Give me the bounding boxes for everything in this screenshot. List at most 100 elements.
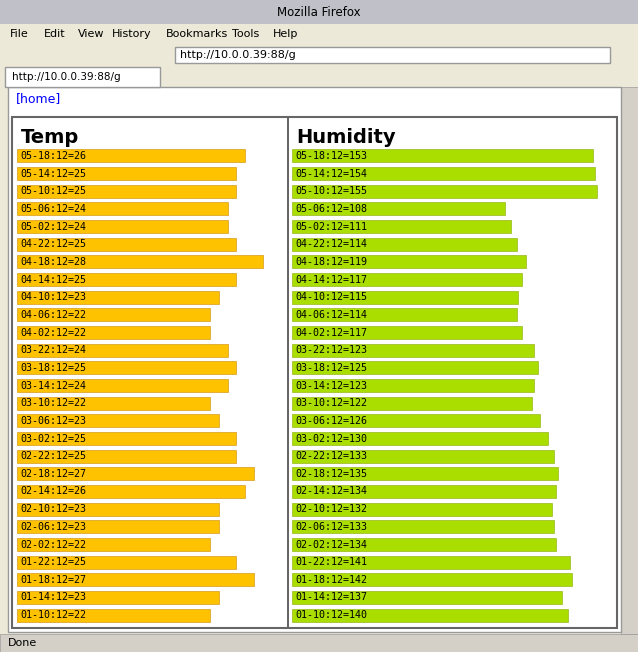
Bar <box>5 67 160 87</box>
Text: http://10.0.0.39:88/g: http://10.0.0.39:88/g <box>180 50 296 60</box>
Text: Mozilla Firefox: Mozilla Firefox <box>277 5 361 18</box>
Bar <box>292 185 597 198</box>
Text: View: View <box>78 29 105 39</box>
Bar <box>292 220 510 233</box>
Text: 01-14:12=137: 01-14:12=137 <box>295 593 367 602</box>
Bar <box>175 47 610 63</box>
Bar <box>17 591 219 604</box>
Bar <box>292 149 593 162</box>
Bar <box>17 291 219 304</box>
Text: 02-02:12=22: 02-02:12=22 <box>20 539 86 550</box>
Bar <box>292 379 534 392</box>
Text: 02-06:12=133: 02-06:12=133 <box>295 522 367 532</box>
Text: 05-02:12=24: 05-02:12=24 <box>20 222 86 231</box>
Bar <box>292 326 523 339</box>
Bar <box>0 44 638 67</box>
Text: 03-10:12=22: 03-10:12=22 <box>20 398 86 408</box>
Text: 05-18:12=153: 05-18:12=153 <box>295 151 367 161</box>
Bar <box>292 256 526 268</box>
Text: 03-10:12=122: 03-10:12=122 <box>295 398 367 408</box>
Text: 04-06:12=22: 04-06:12=22 <box>20 310 86 320</box>
Bar <box>17 485 245 498</box>
Text: 01-22:12=141: 01-22:12=141 <box>295 557 367 567</box>
Text: Done: Done <box>8 638 37 648</box>
Text: 05-06:12=24: 05-06:12=24 <box>20 204 86 214</box>
Text: 04-14:12=25: 04-14:12=25 <box>20 274 86 284</box>
Bar <box>17 256 263 268</box>
Bar <box>292 273 523 286</box>
Text: 03-06:12=23: 03-06:12=23 <box>20 416 86 426</box>
Bar <box>292 344 534 357</box>
Bar <box>17 467 254 480</box>
Bar <box>17 556 237 569</box>
Bar <box>17 432 237 445</box>
Bar <box>621 87 638 634</box>
Text: 02-10:12=132: 02-10:12=132 <box>295 504 367 514</box>
Text: 04-18:12=28: 04-18:12=28 <box>20 257 86 267</box>
Bar <box>0 24 638 44</box>
Bar <box>292 397 532 409</box>
Bar <box>17 450 237 462</box>
Text: 02-18:12=135: 02-18:12=135 <box>295 469 367 479</box>
Text: Help: Help <box>272 29 298 39</box>
Bar <box>292 450 554 462</box>
Bar <box>0 634 638 652</box>
Text: 02-14:12=134: 02-14:12=134 <box>295 486 367 497</box>
Bar <box>292 361 538 374</box>
Bar <box>17 503 219 516</box>
Text: History: History <box>112 29 152 39</box>
Bar <box>17 203 228 215</box>
Text: 01-18:12=27: 01-18:12=27 <box>20 575 86 585</box>
Bar <box>17 415 219 427</box>
Text: 04-06:12=114: 04-06:12=114 <box>295 310 367 320</box>
Bar <box>17 361 237 374</box>
Bar <box>17 574 254 586</box>
Text: 04-18:12=119: 04-18:12=119 <box>295 257 367 267</box>
Bar <box>12 117 617 628</box>
Text: 05-18:12=26: 05-18:12=26 <box>20 151 86 161</box>
Text: 04-10:12=23: 04-10:12=23 <box>20 292 86 302</box>
Text: 05-14:12=154: 05-14:12=154 <box>295 168 367 179</box>
Bar <box>292 591 561 604</box>
Text: 03-14:12=24: 03-14:12=24 <box>20 381 86 391</box>
Bar <box>17 609 210 621</box>
Text: Edit: Edit <box>44 29 66 39</box>
Text: 03-14:12=123: 03-14:12=123 <box>295 381 367 391</box>
Bar <box>17 167 237 180</box>
Bar <box>292 308 517 321</box>
Bar <box>17 220 228 233</box>
Bar <box>17 538 210 551</box>
Text: 04-22:12=114: 04-22:12=114 <box>295 239 367 249</box>
Bar <box>292 556 570 569</box>
Text: 03-22:12=123: 03-22:12=123 <box>295 345 367 355</box>
Bar <box>17 308 210 321</box>
Bar <box>292 485 556 498</box>
Text: http://10.0.0.39:88/g: http://10.0.0.39:88/g <box>12 72 121 82</box>
Bar <box>287 117 289 628</box>
Text: 03-18:12=25: 03-18:12=25 <box>20 363 86 373</box>
Bar <box>292 503 552 516</box>
Bar <box>17 185 237 198</box>
Bar <box>17 149 245 162</box>
Text: 05-02:12=111: 05-02:12=111 <box>295 222 367 231</box>
Bar <box>292 291 519 304</box>
Text: Tools: Tools <box>232 29 259 39</box>
Text: 01-14:12=23: 01-14:12=23 <box>20 593 86 602</box>
Text: 02-14:12=26: 02-14:12=26 <box>20 486 86 497</box>
Text: 03-18:12=125: 03-18:12=125 <box>295 363 367 373</box>
Bar <box>17 238 237 250</box>
Text: 04-02:12=117: 04-02:12=117 <box>295 327 367 338</box>
Bar <box>292 538 556 551</box>
Text: 05-10:12=155: 05-10:12=155 <box>295 186 367 196</box>
Bar <box>292 574 572 586</box>
Text: 02-06:12=23: 02-06:12=23 <box>20 522 86 532</box>
Bar <box>292 238 517 250</box>
Text: 04-02:12=22: 04-02:12=22 <box>20 327 86 338</box>
Bar <box>292 609 568 621</box>
Text: 02-18:12=27: 02-18:12=27 <box>20 469 86 479</box>
Bar <box>17 273 237 286</box>
Bar <box>0 0 638 24</box>
Text: 02-22:12=25: 02-22:12=25 <box>20 451 86 461</box>
Bar <box>292 415 540 427</box>
Text: 02-02:12=134: 02-02:12=134 <box>295 539 367 550</box>
